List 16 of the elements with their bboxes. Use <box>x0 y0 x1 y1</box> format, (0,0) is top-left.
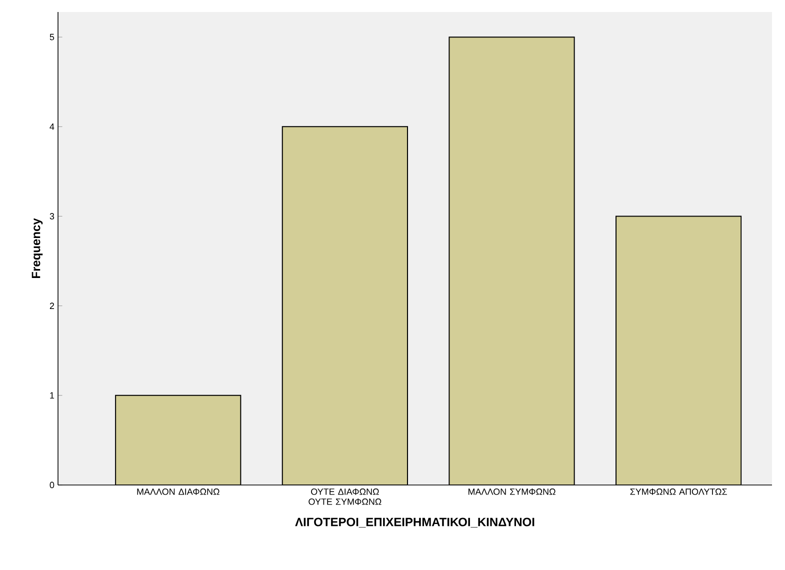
y-tick-label: 2 <box>50 302 54 309</box>
bar <box>115 394 242 485</box>
y-tick-label: 4 <box>50 124 54 130</box>
x-tick-label: ΟΥΤΕ ΔΙΑΦΩΝΩ ΟΥΤΕ ΣΥΜΦΩΝΩ <box>308 488 382 505</box>
y-tick-label: 3 <box>50 213 54 220</box>
x-tick-label: ΜΑΛΛΟΝ ΣΥΜΦΩΝΩ <box>468 488 556 495</box>
x-tick-label: ΜΑΛΛΟΝ ΔΙΑΦΩΝΩ <box>137 488 220 495</box>
bar <box>616 216 742 485</box>
x-tick-label: ΣΥΜΦΩΝΩ ΑΠΟΛΥΤΩΣ <box>630 488 727 495</box>
bar <box>282 126 408 485</box>
y-tick-label: 0 <box>50 482 54 488</box>
x-axis-title: ΛΙΓΟΤΕΡΟΙ_ΕΠΙΧΕΙΡΗΜΑΤΙΚΟΙ_ΚΙΝΔΥΝΟΙ <box>295 518 534 528</box>
y-tick-label: 5 <box>50 34 54 40</box>
y-axis-title: Frequency <box>32 218 43 278</box>
y-tick-label: 1 <box>50 392 54 398</box>
bar <box>448 36 575 485</box>
